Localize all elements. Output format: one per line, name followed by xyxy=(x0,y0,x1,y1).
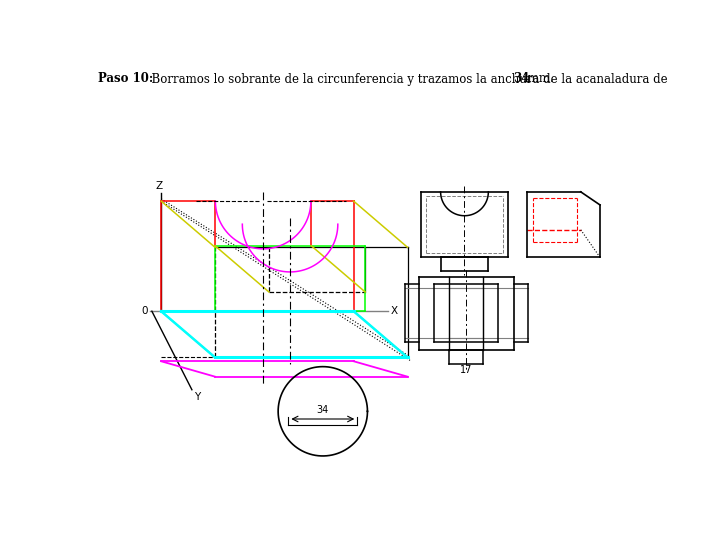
Text: 0: 0 xyxy=(142,306,148,316)
Text: Paso 10:: Paso 10: xyxy=(98,72,153,85)
Text: 17: 17 xyxy=(460,365,472,375)
Text: Borramos lo sobrante de la circunferencia y trazamos la anchura de la acanaladur: Borramos lo sobrante de la circunferenci… xyxy=(144,72,672,85)
Text: X: X xyxy=(390,306,397,316)
Text: 34: 34 xyxy=(317,405,329,415)
Text: Z: Z xyxy=(156,181,163,191)
Text: Y: Y xyxy=(194,392,200,402)
Text: mm.: mm. xyxy=(523,72,554,85)
Text: 34: 34 xyxy=(513,72,529,85)
